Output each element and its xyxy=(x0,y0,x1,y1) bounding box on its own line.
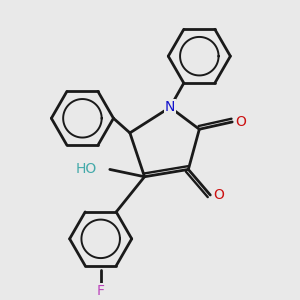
Text: F: F xyxy=(97,284,105,298)
Text: HO: HO xyxy=(76,162,97,176)
Text: N: N xyxy=(165,100,175,114)
Text: O: O xyxy=(213,188,224,202)
Text: O: O xyxy=(235,115,246,129)
